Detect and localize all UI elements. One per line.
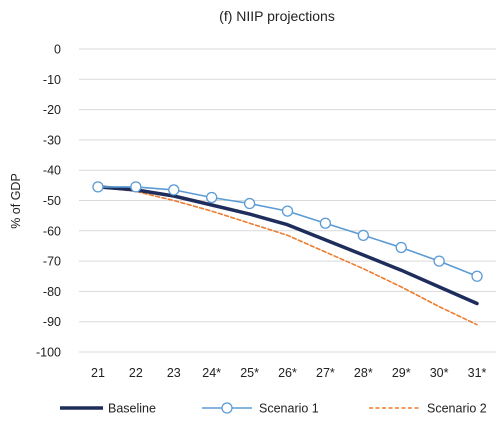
series-point	[92, 181, 104, 193]
x-tick-label: 26*	[278, 366, 297, 380]
series-point	[395, 241, 407, 254]
y-tick-label: -30	[43, 133, 61, 147]
legend-marker	[221, 402, 233, 414]
y-tick-label: -60	[43, 224, 61, 238]
y-tick-label: -70	[43, 255, 61, 269]
x-tick-label: 24*	[202, 366, 221, 380]
x-tick-labels: 21 22 23 24* 25* 26* 27* 28* 29* 30* 31*	[91, 366, 487, 380]
series-point	[357, 229, 369, 241]
series-point	[281, 205, 294, 217]
series-line-3	[97, 186, 478, 326]
y-axis-label: % of GDP	[9, 173, 23, 229]
x-tick-label: 23	[167, 366, 181, 380]
y-tick-labels: 0 -10 -20 -30 -40 -50 -60 -70 -80 -90 -100	[36, 43, 61, 360]
y-tick-label: -20	[43, 103, 61, 117]
series-point	[206, 191, 218, 204]
series-line-1	[96, 185, 479, 306]
x-tick-label: 31*	[468, 366, 487, 380]
chart-title: (f) NIIP projections	[219, 8, 335, 24]
x-tick-label: 27*	[316, 366, 335, 380]
y-tick-label: -80	[43, 285, 61, 299]
x-tick-label: 22	[129, 366, 143, 380]
series-point	[471, 270, 483, 282]
x-tick-label: 21	[91, 366, 105, 380]
series-point	[168, 184, 180, 196]
x-tick-label: 30*	[430, 366, 449, 380]
x-tick-label: 28*	[354, 366, 373, 380]
series-point	[130, 181, 142, 193]
series-point	[319, 217, 332, 229]
series-point	[243, 197, 256, 210]
y-tick-label: -90	[43, 315, 61, 329]
gridlines	[79, 48, 496, 353]
legend-label-2: Scenario 1	[259, 402, 319, 416]
x-tick-label: 29*	[392, 366, 411, 380]
y-tick-label: 0	[54, 43, 61, 57]
y-tick-label: -100	[36, 346, 61, 360]
y-tick-label: -40	[43, 164, 61, 178]
x-tick-label: 25*	[240, 366, 259, 380]
series-lines	[92, 181, 483, 326]
legend-label-1: Baseline	[108, 402, 156, 416]
y-tick-label: -10	[43, 73, 61, 87]
legend-label-3: Scenario 2	[427, 402, 487, 416]
series-point	[433, 255, 445, 267]
y-tick-label: -50	[43, 194, 61, 208]
legend: Baseline Scenario 1 Scenario 2	[60, 402, 487, 416]
